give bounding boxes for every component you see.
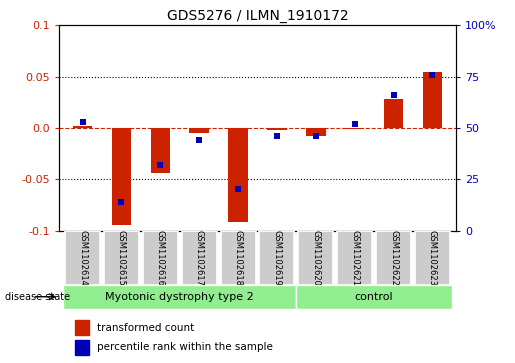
FancyBboxPatch shape: [376, 231, 411, 285]
Text: GSM1102616: GSM1102616: [156, 230, 165, 286]
Title: GDS5276 / ILMN_1910172: GDS5276 / ILMN_1910172: [167, 9, 348, 23]
Text: GSM1102619: GSM1102619: [272, 230, 281, 286]
FancyBboxPatch shape: [143, 231, 178, 285]
Text: Myotonic dystrophy type 2: Myotonic dystrophy type 2: [106, 292, 254, 302]
Bar: [306, 128, 325, 136]
Bar: [267, 128, 287, 130]
FancyBboxPatch shape: [220, 231, 255, 285]
Text: GSM1102622: GSM1102622: [389, 230, 398, 286]
Text: GSM1102621: GSM1102621: [350, 230, 359, 286]
Bar: [112, 128, 131, 225]
Bar: [423, 72, 442, 128]
FancyBboxPatch shape: [296, 285, 452, 309]
Bar: [73, 126, 92, 128]
Text: GSM1102615: GSM1102615: [117, 230, 126, 286]
Bar: [384, 99, 403, 128]
Bar: [150, 128, 170, 173]
FancyBboxPatch shape: [104, 231, 139, 285]
Text: GSM1102623: GSM1102623: [428, 230, 437, 286]
Text: percentile rank within the sample: percentile rank within the sample: [97, 342, 273, 352]
Text: GSM1102617: GSM1102617: [195, 230, 204, 286]
Bar: [228, 128, 248, 222]
FancyBboxPatch shape: [63, 285, 296, 309]
Text: disease state: disease state: [5, 292, 70, 302]
Bar: [345, 128, 365, 129]
Text: transformed count: transformed count: [97, 323, 194, 333]
FancyBboxPatch shape: [415, 231, 450, 285]
FancyBboxPatch shape: [182, 231, 217, 285]
Text: GSM1102614: GSM1102614: [78, 230, 87, 286]
FancyBboxPatch shape: [337, 231, 372, 285]
Bar: [75, 340, 89, 355]
Bar: [75, 320, 89, 335]
Text: control: control: [355, 292, 393, 302]
Text: GSM1102618: GSM1102618: [234, 230, 243, 286]
FancyBboxPatch shape: [65, 231, 100, 285]
Bar: [190, 128, 209, 133]
FancyBboxPatch shape: [298, 231, 333, 285]
Text: GSM1102620: GSM1102620: [311, 230, 320, 286]
FancyBboxPatch shape: [260, 231, 295, 285]
